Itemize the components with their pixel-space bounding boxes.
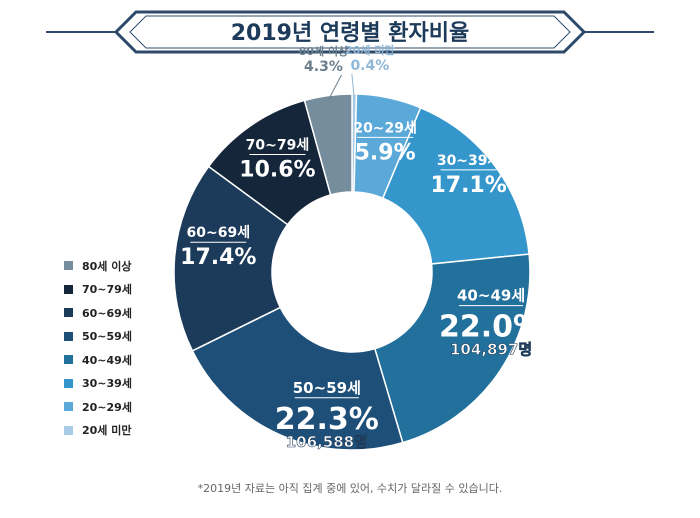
chart-legend: 80세 이상 70~79세 60~69세 50~59세 40~49세 30~39세 20~2…: [64, 254, 132, 442]
slice-percent-label: 0.4%: [350, 58, 389, 74]
legend-item: 20~29세: [64, 395, 132, 419]
legend-label: 50~59세: [82, 330, 132, 344]
slice-percent-label: 22.0%: [439, 310, 543, 345]
label-connector: [328, 74, 342, 100]
slice-age-label: 40~49세: [457, 287, 525, 305]
legend-item: 60~69세: [64, 301, 132, 325]
legend-label: 20세 미만: [82, 424, 132, 438]
legend-item: 70~79세: [64, 278, 132, 302]
legend-label: 60~69세: [82, 306, 132, 320]
legend-label: 80세 이상: [82, 259, 132, 273]
donut-slice: [373, 253, 531, 444]
legend-label: 70~79세: [82, 283, 132, 297]
slice-age-label: 70~79세: [246, 138, 310, 154]
slice-labels: 20세 미만0.4% 20~29세 5.9% 30~39세 17.1% 40~49세 22.…: [180, 43, 543, 451]
label-connector: [351, 73, 355, 99]
legend-label: 20~29세: [82, 400, 132, 414]
footnote: *2019년 자료는 아직 집계 중에 있어, 수치가 달라질 수 있습니다.: [197, 482, 503, 495]
banner-inner-frame: [129, 15, 571, 49]
slice-age-label: 20~29세: [353, 120, 417, 136]
legend-swatch: [64, 402, 73, 412]
legend-swatch: [64, 425, 73, 435]
donut-slice: [173, 165, 289, 352]
slice-count-label: 106,588명: [286, 433, 368, 451]
legend-swatch: [64, 355, 73, 365]
slices: [173, 93, 531, 451]
title-banner: 2019년 연령별 환자비율: [46, 10, 654, 54]
legend-label: 40~49세: [82, 353, 132, 367]
slice-percent-label: 17.1%: [430, 173, 506, 198]
legend-item: 30~39세: [64, 372, 132, 396]
legend-item: 80세 이상: [64, 254, 132, 278]
slice-age-label: 80세 이상: [299, 44, 349, 58]
donut-slice: [381, 106, 530, 265]
legend-item: 20세 미만: [64, 419, 132, 443]
legend-label: 30~39세: [82, 377, 132, 391]
slice-count-label: 104,897명: [450, 341, 532, 359]
slice-percent-label: 22.3%: [275, 402, 379, 437]
legend-swatch: [64, 308, 73, 318]
legend-item: 40~49세: [64, 348, 132, 372]
slice-age-label: 20세 미만: [345, 43, 395, 57]
slice-percent-label: 4.3%: [304, 59, 343, 75]
page-title: 2019년 연령별 환자비율: [231, 21, 469, 46]
legend-item: 50~59세: [64, 325, 132, 349]
slice-age-label: 60~69세: [187, 225, 251, 241]
banner-outer-frame: [113, 10, 587, 54]
legend-swatch: [64, 261, 73, 271]
legend-swatch: [64, 284, 73, 294]
slice-percent-label: 17.4%: [180, 245, 256, 270]
slice-age-label: 50~59세: [293, 379, 361, 397]
legend-swatch: [64, 331, 73, 341]
slice-percent-label: 10.6%: [239, 158, 315, 183]
donut-slice: [191, 306, 404, 451]
legend-swatch: [64, 378, 73, 388]
slice-percent-label: 5.9%: [355, 140, 416, 165]
slice-age-label: 30~39세: [437, 153, 501, 169]
donut-slice: [303, 93, 353, 196]
